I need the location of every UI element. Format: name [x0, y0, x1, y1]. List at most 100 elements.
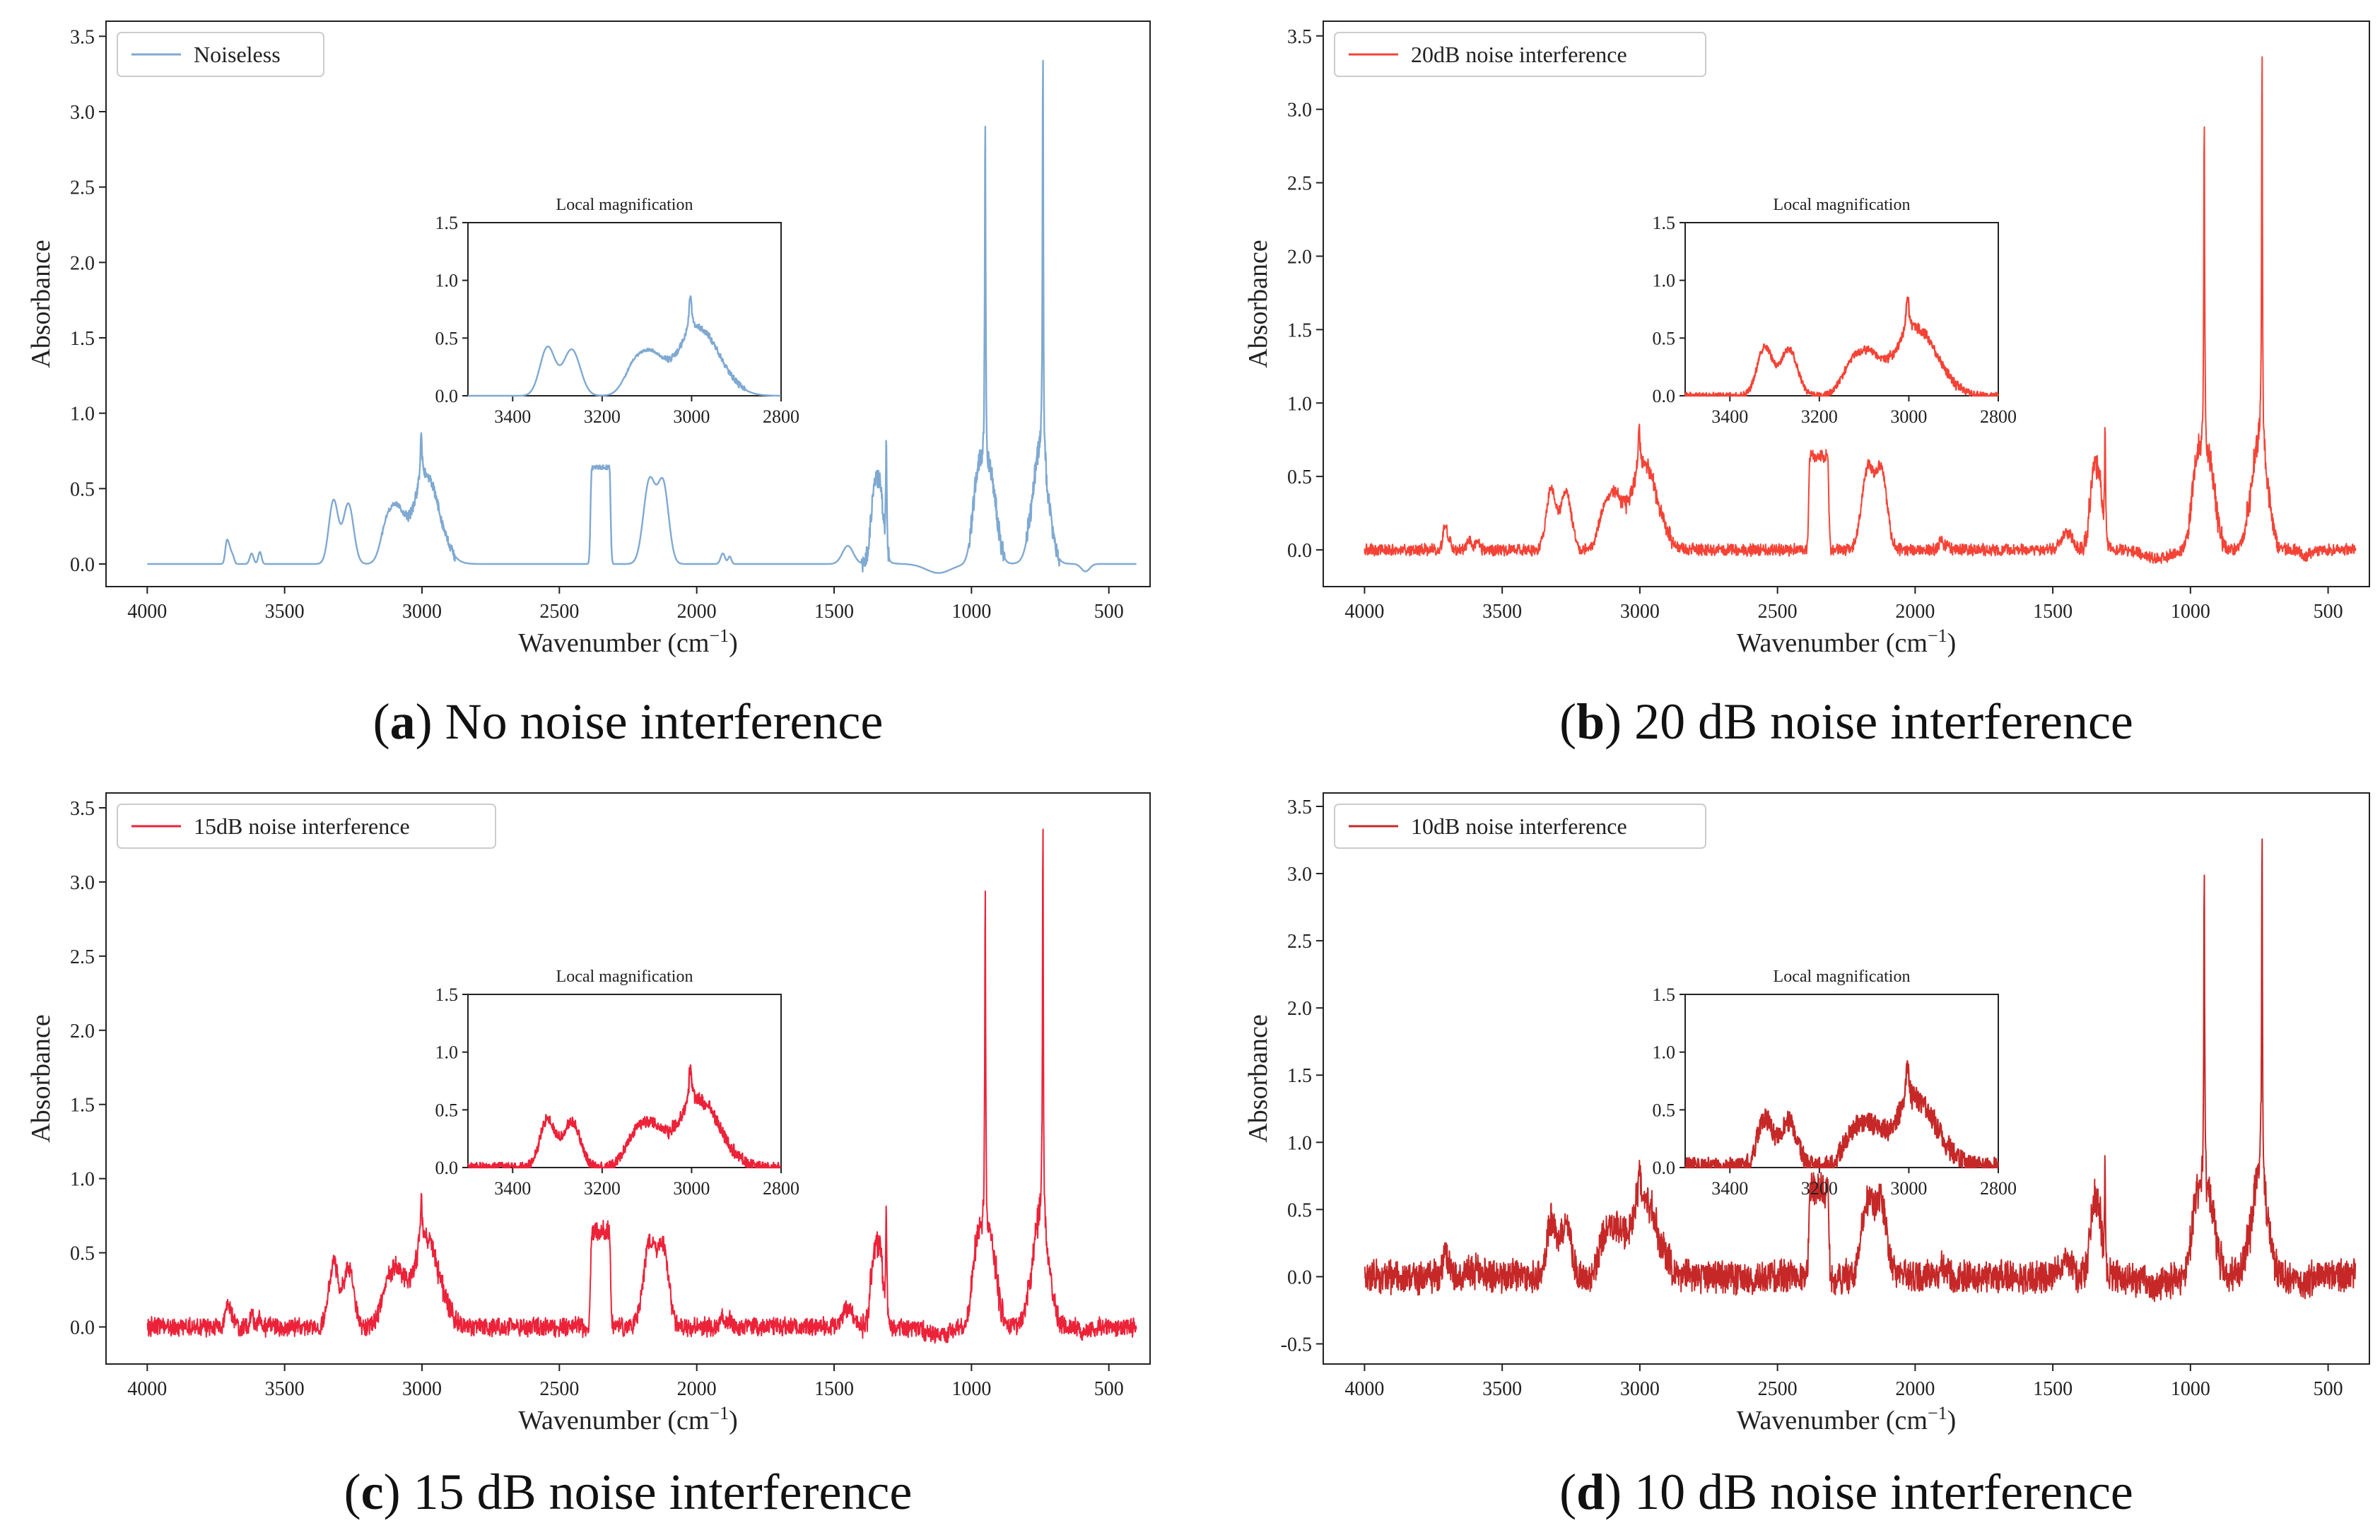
y-tick-label: 2.5: [1287, 931, 1312, 953]
caption-paren: ): [416, 693, 445, 750]
inset-spectrum-line: [467, 295, 782, 397]
inset: Local magnification 0.0 0.5 1.0 1.5 3400 3200 3…: [435, 196, 800, 427]
y-tick-label: 1.0: [70, 404, 95, 425]
x-tick-label: 1500: [814, 1378, 854, 1400]
x-axis-label-end: ): [729, 628, 738, 658]
inset-y-tick-label: 0.5: [1653, 1100, 1676, 1120]
inset-y-tick-label: 0.0: [1653, 386, 1676, 406]
x-tick-label: 2000: [677, 601, 717, 623]
inset-x-tick-label: 3000: [673, 1178, 710, 1199]
inset: Local magnification 0.0 0.5 1.0 1.5 3400 3200 3…: [435, 968, 800, 1199]
caption-letter: b: [1576, 693, 1605, 750]
inset-frame: [467, 994, 782, 1168]
inset-x-tick-label: 3400: [494, 406, 531, 427]
spectrum-line: [1364, 838, 2357, 1303]
y-tick-label: 3.0: [1287, 100, 1312, 122]
x-tick-label: 1000: [951, 601, 991, 623]
x-tick-label: 2000: [677, 1378, 717, 1400]
y-tick-label: 1.5: [70, 1095, 95, 1117]
y-tick-label: 0.0: [1287, 1266, 1312, 1288]
y-tick-label: 0.5: [1287, 1199, 1312, 1221]
inset-y-tick-label: 0.0: [1653, 1158, 1676, 1178]
plot-frame: [1323, 792, 2370, 1365]
inset-x-tick-label: 3200: [584, 406, 621, 427]
x-axis-label-sup: −1: [1928, 1403, 1947, 1423]
caption-text: 20 dB noise interference: [1634, 693, 2133, 750]
y-tick-label: 1.5: [70, 328, 95, 350]
y-tick-label: 1.5: [1287, 319, 1312, 341]
caption-paren: ): [1605, 693, 1634, 750]
legend: Noiseless: [117, 32, 324, 77]
inset-y-tick-label: 0.0: [435, 386, 459, 406]
inset-x-tick-label: 2800: [1980, 406, 2017, 427]
inset-x-tick-label: 2800: [763, 1178, 799, 1199]
x-tick-label: 2500: [1758, 1378, 1798, 1400]
y-tick-label: 1.5: [1287, 1065, 1312, 1087]
y-tick-label: 3.0: [70, 872, 95, 894]
spectrum-line: [146, 828, 1137, 1344]
panel-caption: (a) No noise interference: [373, 693, 884, 750]
x-tick-label: 1500: [814, 601, 854, 623]
x-axis-label-end: ): [1947, 628, 1957, 658]
x-tick-label: 3000: [402, 1378, 442, 1400]
inset-y-tick-label: 0.5: [435, 328, 459, 348]
x-tick-label: 3000: [1620, 601, 1660, 623]
x-tick-label: 500: [2314, 1378, 2343, 1400]
panel-a: 0.0 0.5 1.0 1.5 2.0 2.5 3.0 3.5 4000 3500 3000 2500…: [26, 20, 1151, 750]
y-tick-label: 2.5: [70, 177, 95, 199]
x-axis-label-text: Wavenumber (cm: [518, 628, 709, 658]
y-tick-label: -0.5: [1281, 1334, 1312, 1356]
inset-title: Local magnification: [556, 968, 693, 986]
x-axis-label: Wavenumber (cm−1): [518, 625, 738, 658]
x-tick-label: 3500: [265, 1378, 305, 1400]
inset-x-tick-label: 3400: [1711, 406, 1748, 427]
inset-spectrum-line: [1684, 296, 1999, 397]
panel-caption: (c) 15 dB noise interference: [344, 1464, 913, 1520]
plot-frame: [1323, 20, 2370, 587]
x-tick-label: 2500: [539, 1378, 579, 1400]
caption-letter: d: [1576, 1464, 1605, 1520]
panel-d: -0.5 0.0 0.5 1.0 1.5 2.0 2.5 3.0 3.5 4000 3500 3000…: [1243, 792, 2370, 1520]
legend: 20dB noise interference: [1334, 32, 1706, 77]
caption-paren: ): [1605, 1464, 1634, 1520]
y-tick-label: 1.0: [1287, 1132, 1312, 1154]
x-tick-label: 2500: [539, 601, 579, 623]
x-tick-label: 2000: [1895, 1378, 1935, 1400]
y-axis-label: Absorbance: [1243, 240, 1273, 368]
y-tick-label: 3.5: [70, 798, 95, 820]
inset-title: Local magnification: [556, 196, 693, 214]
inset-frame: [467, 222, 782, 396]
inset-y-tick-label: 1.5: [1653, 984, 1676, 1005]
y-tick-label: 3.5: [1287, 26, 1312, 48]
x-axis-label-end: ): [1947, 1406, 1957, 1435]
y-tick-label: 0.5: [1287, 466, 1312, 488]
caption-paren: (: [1559, 693, 1576, 750]
legend-label: 10dB noise interference: [1411, 813, 1627, 839]
x-axis-label-sup: −1: [709, 1403, 729, 1423]
y-tick-label: 3.0: [1287, 864, 1312, 886]
inset-y-tick-label: 0.5: [1653, 328, 1676, 348]
x-axis-label-end: ): [729, 1406, 738, 1435]
y-axis-label: Absorbance: [26, 240, 56, 368]
x-tick-label: 500: [2314, 601, 2343, 623]
panel-b: 0.0 0.5 1.0 1.5 2.0 2.5 3.0 3.5 4000 3500 3000 2500…: [1243, 20, 2370, 750]
inset-title: Local magnification: [1774, 968, 1911, 986]
y-axis-label: Absorbance: [26, 1014, 56, 1142]
y-tick-label: 2.0: [70, 1021, 95, 1042]
inset-y-tick-label: 0.0: [435, 1158, 459, 1178]
inset-x-tick-label: 3000: [1890, 406, 1927, 427]
y-tick-label: 0.5: [70, 1243, 95, 1265]
plot-frame: [105, 20, 1151, 587]
y-tick-label: 1.0: [1287, 393, 1312, 415]
y-tick-label: 0.0: [70, 1317, 95, 1339]
x-tick-label: 4000: [1344, 1378, 1384, 1400]
y-tick-label: 0.0: [1287, 540, 1312, 562]
x-axis-label-text: Wavenumber (cm: [518, 1406, 709, 1435]
legend-label: 15dB noise interference: [194, 813, 410, 839]
x-tick-label: 2000: [1895, 601, 1935, 623]
x-tick-label: 3500: [265, 601, 305, 623]
x-tick-label: 1000: [2171, 601, 2210, 623]
inset: Local magnification 0.0 0.5 1.0 1.5 3400 3200 3…: [1653, 196, 2017, 427]
x-tick-label: 4000: [1344, 601, 1384, 623]
